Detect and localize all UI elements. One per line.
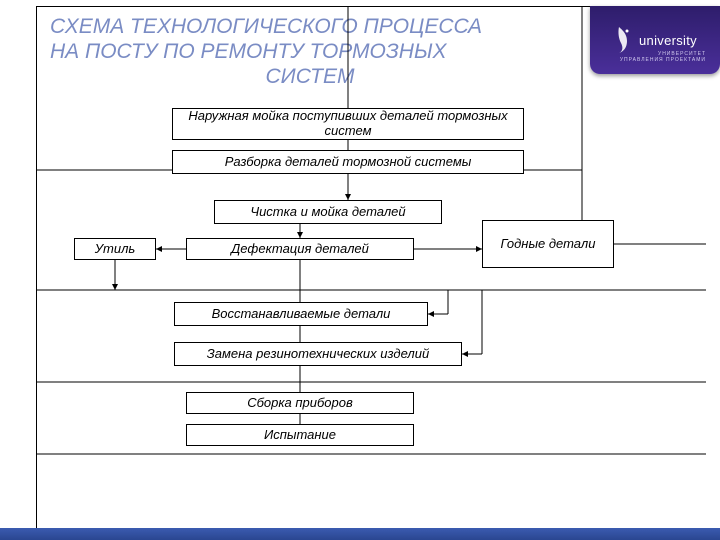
flowchart-box-b2: Разборка деталей тормозной системы xyxy=(172,150,524,174)
flowchart-box-b5: Дефектация деталей xyxy=(186,238,414,260)
flowchart-box-b4: Утиль xyxy=(74,238,156,260)
flowchart-box-b8: Замена резинотехнических изделий xyxy=(174,342,462,366)
footer-bar xyxy=(0,528,720,540)
flowchart-box-b1: Наружная мойка поступивших деталей тормо… xyxy=(172,108,524,140)
flowchart-canvas: Наружная мойка поступивших деталей тормо… xyxy=(0,0,720,540)
flowchart-lines xyxy=(0,0,720,540)
flowchart-box-b6: Годные детали xyxy=(482,220,614,268)
flowchart-box-b9: Сборка приборов xyxy=(186,392,414,414)
flowchart-box-b10: Испытание xyxy=(186,424,414,446)
flowchart-box-b3: Чистка и мойка деталей xyxy=(214,200,442,224)
flowchart-box-b7: Восстанавливаемые детали xyxy=(174,302,428,326)
